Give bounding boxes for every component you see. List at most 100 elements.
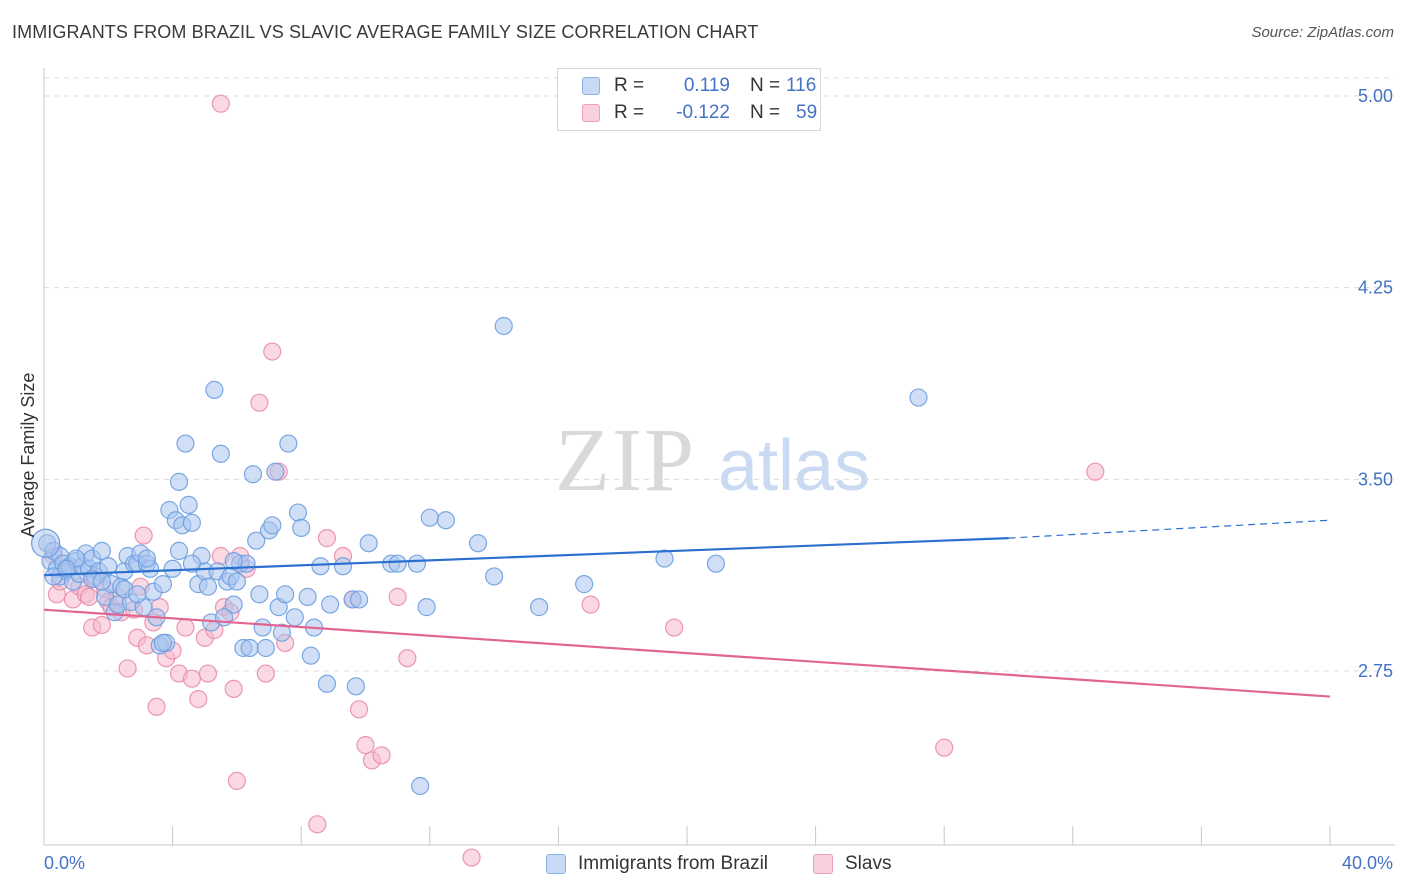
brazil-point [279,434,298,453]
brazil-point [243,465,263,484]
brazil-point [247,531,266,550]
slavs-point [581,595,600,614]
slavs-point [189,690,208,709]
y-tick-label: 5.00 [1358,86,1393,106]
brazil-point [311,557,330,576]
legend-r-label: R = [614,75,645,96]
slavs-point [356,736,375,755]
brazil-point [298,587,317,606]
brazil-point [137,549,156,568]
brazil-point [57,559,76,578]
brazil-point [655,549,674,568]
brazil-trend-line [43,537,1009,577]
slavs-point [198,664,218,683]
y-tick-labels: 2.75 3.50 4.25 5.00 [1358,86,1393,681]
slavs-point [250,393,269,412]
x-tick-label: 0.0% [44,853,85,873]
brazil-point [224,552,243,571]
slavs-point [263,342,282,361]
brazil-point [349,590,369,609]
y-axis-label: Average Family Size [18,373,38,538]
trend-lines [43,519,1331,698]
slavs-point [665,618,684,637]
brazil-point [153,575,173,594]
slavs-point [372,746,391,765]
bottom-legend-brazil: Immigrants from Brazil [546,852,768,876]
slavs-point [256,664,275,683]
series-brazil [31,316,928,796]
legend-row-brazil: R = 0.119 N = 116 [582,74,816,98]
y-tick-label: 4.25 [1358,278,1393,298]
brazil-point [292,518,311,537]
brazil-point [485,567,504,586]
slavs-point [79,587,99,606]
x-tick-label: 40.0% [1342,853,1393,873]
brazil-point [321,595,340,614]
brazil-point [530,598,549,617]
legend-n-value: 59 [796,102,818,123]
slavs-point [92,615,111,635]
x-tick-labels: 0.0% 40.0% [44,853,1393,873]
brazil-point [266,462,285,481]
brazil-point [31,528,61,558]
brazil-point [468,534,488,553]
brazil-point [224,595,243,614]
brazil-point [333,557,353,576]
brazil-point [253,618,272,637]
brazil-trend-extension [1008,519,1331,539]
brazil-point [256,638,275,658]
slavs-point [1086,462,1105,481]
bottom-legend-slavs: Slavs [813,852,891,876]
brazil-point [250,585,269,604]
brazil-point [169,541,189,560]
brazil-point [436,511,455,530]
bottom-legend-swatch-brazil [546,854,566,874]
brazil-point [417,598,436,617]
legend-n-value: 116 [786,75,817,96]
legend-swatch-slavs [582,104,600,122]
slavs-point [308,815,327,834]
brazil-point [272,623,292,642]
slavs-trend-line [43,608,1331,698]
brazil-point [182,513,201,532]
y-tick-label: 2.75 [1358,661,1393,681]
brazil-point [909,388,928,407]
slavs-point [462,848,481,867]
axes [43,68,1395,846]
slavs-point [388,587,407,606]
slavs-point [134,526,153,545]
brazil-point [359,534,378,553]
watermark: ZIP atlas [555,411,870,510]
chart-title: IMMIGRANTS FROM BRAZIL VS SLAVIC AVERAGE… [12,22,759,42]
brazil-point [128,585,147,604]
slavs-point [398,649,417,668]
bottom-legend-label-slavs: Slavs [845,853,892,874]
bottom-legend-swatch-slavs [813,854,833,874]
source-credit: Source: ZipAtlas.com [1251,24,1394,41]
legend-row-slavs: R = -0.122 N = 59 [582,101,817,125]
brazil-point [179,495,198,514]
svg-text:atlas: atlas [718,426,870,506]
brazil-point [163,559,182,578]
slavs-point [224,679,243,698]
grid-lines [44,77,1395,672]
brazil-point [227,572,246,591]
correlation-legend: R = 0.119 N = 116 R = -0.122 N = 59 [557,68,821,131]
slavs-point [935,738,954,757]
legend-r-value: -0.122 [676,102,730,123]
legend-n-label: N = [750,102,781,123]
brazil-point [205,380,224,399]
brazil-point [411,776,430,796]
brazil-point [346,677,365,696]
brazil-point [92,572,111,591]
brazil-point [494,316,513,336]
slavs-point [227,771,246,790]
slavs-point [147,697,166,716]
legend-swatch-brazil [582,77,600,95]
brazil-point [92,541,111,560]
legend-r-label: R = [614,102,645,123]
brazil-point [169,472,189,491]
brazil-point [182,554,201,573]
brazil-point [99,557,118,576]
